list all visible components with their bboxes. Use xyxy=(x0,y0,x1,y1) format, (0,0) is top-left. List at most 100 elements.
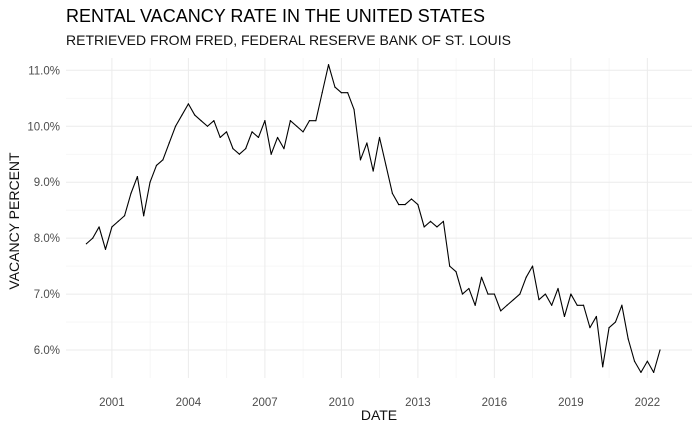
data-point xyxy=(627,338,629,340)
data-point xyxy=(219,136,221,139)
data-point xyxy=(449,265,451,267)
data-point xyxy=(500,310,502,312)
x-tick-label: 2019 xyxy=(558,397,584,409)
data-point xyxy=(206,125,209,127)
data-point xyxy=(238,153,240,155)
data-point xyxy=(340,92,342,94)
y-tick-label: 9.0% xyxy=(34,177,60,189)
data-point xyxy=(321,92,323,94)
data-point xyxy=(461,293,464,295)
y-tick-label: 10.0% xyxy=(27,121,60,133)
data-point xyxy=(251,131,253,133)
data-point xyxy=(149,181,151,183)
data-point xyxy=(576,304,578,306)
x-tick-label: 2007 xyxy=(252,397,278,409)
data-point xyxy=(659,349,661,351)
x-axis-title: DATE xyxy=(361,407,397,423)
data-point xyxy=(378,136,381,139)
data-point xyxy=(315,120,317,122)
data-point xyxy=(257,136,260,139)
data-point xyxy=(417,203,419,206)
data-point xyxy=(225,131,228,133)
data-point xyxy=(621,304,623,306)
data-point xyxy=(111,226,113,228)
x-tick-label: 2022 xyxy=(635,397,661,409)
y-axis-title: VACANCY PERCENT xyxy=(6,152,22,290)
data-point xyxy=(181,114,183,116)
data-point xyxy=(98,226,100,228)
data-point xyxy=(468,287,470,290)
data-point xyxy=(174,125,177,127)
series-line-group xyxy=(85,64,661,374)
data-point xyxy=(289,120,291,122)
data-point xyxy=(270,153,272,155)
y-tick-label: 8.0% xyxy=(34,233,60,245)
data-point xyxy=(200,120,202,122)
data-point xyxy=(506,304,508,306)
data-point xyxy=(646,360,648,362)
data-point xyxy=(423,226,425,228)
data-point xyxy=(602,366,604,368)
x-tick-label: 2013 xyxy=(405,397,431,409)
chart-subtitle: RETRIEVED FROM FRED, FEDERAL RESERVE BAN… xyxy=(66,32,511,48)
series-line xyxy=(86,64,661,373)
data-point xyxy=(85,243,87,245)
data-point xyxy=(595,315,597,318)
y-tick-label: 11.0% xyxy=(28,65,60,77)
data-point xyxy=(194,114,196,116)
data-point xyxy=(563,315,566,318)
data-point xyxy=(123,215,126,217)
data-point xyxy=(582,304,585,306)
data-point xyxy=(162,159,164,161)
data-point xyxy=(92,237,94,239)
x-tick-label: 2004 xyxy=(176,397,202,409)
data-point xyxy=(347,92,349,94)
data-point xyxy=(633,360,636,362)
x-tick-label: 2010 xyxy=(329,397,355,409)
data-point xyxy=(143,215,145,217)
data-point xyxy=(276,136,279,139)
data-point xyxy=(168,142,170,144)
data-point xyxy=(442,220,444,222)
data-point xyxy=(296,125,298,127)
data-point xyxy=(136,176,138,178)
data-point xyxy=(366,142,368,144)
y-tick-label: 7.0% xyxy=(34,289,60,301)
data-point xyxy=(653,371,655,374)
data-point xyxy=(429,220,432,222)
data-point xyxy=(455,271,457,273)
data-point xyxy=(334,86,336,88)
data-point xyxy=(187,103,189,105)
data-point xyxy=(327,64,330,66)
data-point xyxy=(155,164,158,167)
chart-title: RENTAL VACANCY RATE IN THE UNITED STATES xyxy=(66,6,486,26)
data-point xyxy=(480,276,483,278)
data-point xyxy=(487,293,489,295)
data-point xyxy=(531,265,534,267)
data-point xyxy=(353,108,355,111)
data-point xyxy=(308,120,311,122)
data-point xyxy=(245,148,247,150)
data-point xyxy=(404,203,406,206)
data-point xyxy=(372,170,374,172)
data-point xyxy=(302,131,304,133)
y-tick-label: 6.0% xyxy=(34,345,60,357)
data-point xyxy=(608,327,610,329)
data-point xyxy=(283,148,285,150)
data-point xyxy=(557,287,559,290)
data-point xyxy=(640,371,642,374)
grid-lines xyxy=(66,58,692,378)
data-point xyxy=(538,299,540,301)
data-point xyxy=(525,276,527,278)
data-point xyxy=(391,192,393,194)
data-point xyxy=(232,148,234,150)
data-point xyxy=(512,299,515,301)
data-point xyxy=(436,226,438,228)
data-point xyxy=(614,321,617,323)
data-point xyxy=(544,293,546,295)
x-tick-label: 2016 xyxy=(482,397,508,409)
data-point xyxy=(213,120,215,122)
data-point xyxy=(385,164,387,167)
data-point xyxy=(519,293,521,295)
